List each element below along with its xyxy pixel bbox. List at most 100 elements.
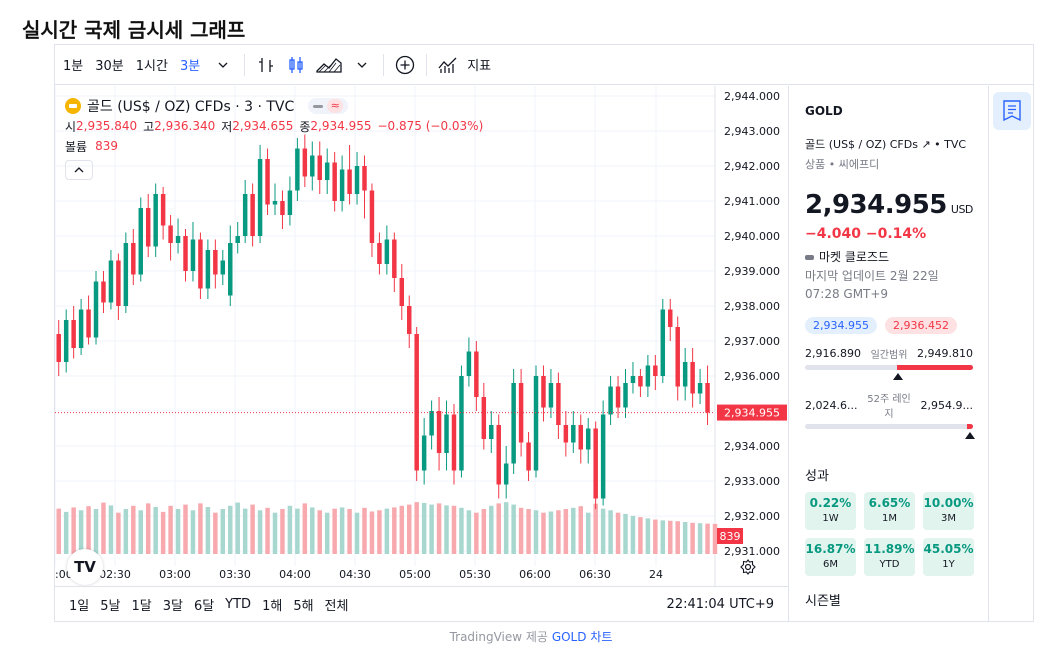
candle-body: [295, 148, 300, 191]
range-1d[interactable]: 1일: [69, 599, 90, 614]
candle-body: [78, 309, 84, 348]
volume-bar: [451, 505, 457, 554]
volume-label: 볼륨: [65, 139, 88, 154]
price-currency: USD: [950, 203, 974, 216]
watchlist-details-button[interactable]: [993, 92, 1031, 130]
external-link-icon[interactable]: ↗: [921, 138, 931, 151]
candle-body: [503, 463, 509, 485]
candle-body: [705, 383, 710, 413]
side-symbol[interactable]: GOLD: [805, 104, 843, 118]
perf-value: 6.65%: [868, 496, 911, 510]
candle-body: [228, 243, 233, 296]
perf-value: 16.87%: [805, 542, 856, 556]
perf-label: 1Y: [942, 559, 955, 570]
y-tick-label: 2,942.000: [724, 160, 780, 173]
volume-bar: [668, 520, 673, 554]
range-5y[interactable]: 5해: [293, 599, 314, 614]
legend-status-chip[interactable]: ≈: [308, 98, 349, 114]
perf-3m[interactable]: 10.00% 3M: [923, 492, 974, 530]
compare-add-icon[interactable]: [394, 54, 416, 76]
y-tick-label: 2,931.000: [724, 545, 780, 558]
settings-gear-icon[interactable]: [740, 559, 756, 579]
range-all[interactable]: 전체: [324, 599, 349, 614]
candle-body: [653, 365, 658, 376]
candle-body: [213, 250, 218, 275]
x-tick-label: 03:30: [219, 568, 251, 581]
volume-bar: [116, 512, 121, 554]
indicators-icon[interactable]: [437, 54, 459, 76]
candle-body: [302, 148, 308, 177]
candle-body: [220, 260, 226, 275]
volume-bar: [585, 512, 591, 554]
x-tick-label: 04:30: [339, 568, 371, 581]
range-1y[interactable]: 1해: [262, 599, 283, 614]
volume-bar: [56, 508, 61, 554]
range-6m[interactable]: 6달: [193, 599, 215, 614]
candle-body: [668, 309, 673, 327]
interval-30m[interactable]: 30분: [95, 59, 124, 74]
candle-body: [615, 386, 621, 408]
range-ytd[interactable]: YTD: [225, 597, 252, 612]
close-value: 2,934.955: [310, 119, 372, 133]
interval-3m[interactable]: 3분: [179, 59, 201, 74]
page-title: 실시간 국제 금시세 그래프: [22, 18, 246, 42]
candle-body: [317, 155, 322, 180]
range-3m[interactable]: 3달: [162, 599, 183, 614]
last-price-tag: [717, 404, 787, 421]
clock-time[interactable]: 22:41:04 UTC+9: [666, 597, 774, 612]
volume-bar: [198, 503, 203, 554]
perf-1w[interactable]: 0.22% 1W: [805, 492, 856, 530]
footer-suffix[interactable]: 차트: [590, 630, 613, 644]
candle-body: [183, 236, 188, 271]
legend-symbol[interactable]: 골드 (US$ / OZ) CFDs · 3 · TVC: [87, 99, 295, 115]
ask-pill: 2,936.452: [884, 317, 957, 334]
side-name-text[interactable]: 골드 (US$ / OZ) CFDs: [805, 138, 918, 151]
chart-area[interactable]: 2,944.000 2,943.000 2,942.000 2,941.000 2,94…: [55, 86, 788, 586]
volume-bar: [571, 507, 576, 554]
volume-bar: [481, 509, 487, 554]
volume-bar: [593, 503, 598, 554]
volume-bar: [242, 508, 248, 554]
perf-1m[interactable]: 6.65% 1M: [864, 492, 915, 530]
bar-chart-icon[interactable]: [255, 54, 277, 76]
perf-6m[interactable]: 16.87% 6M: [805, 538, 856, 576]
candle-chart-icon[interactable]: [285, 54, 307, 76]
candle-body: [518, 383, 524, 443]
candle-body: [250, 194, 255, 236]
legend-volume: 볼륨 839: [65, 136, 489, 156]
perf-ytd[interactable]: 11.89% YTD: [864, 538, 915, 576]
candle-body: [660, 309, 666, 376]
volume-bar: [466, 510, 472, 554]
tradingview-logo[interactable]: TV: [67, 549, 103, 585]
interval-1h[interactable]: 1시간: [135, 59, 168, 74]
volume-bar: [101, 502, 106, 554]
candle-body: [407, 306, 412, 334]
indicators-button[interactable]: 지표: [467, 59, 492, 74]
volume-bar: [541, 512, 546, 554]
volume-bar: [213, 512, 218, 554]
footer-gold-link[interactable]: GOLD: [551, 630, 587, 644]
candlestick-chart[interactable]: 2,944.000 2,943.000 2,942.000 2,941.000 2,94…: [55, 86, 788, 586]
chevron-down-icon[interactable]: [351, 54, 373, 76]
volume-bar: [533, 510, 539, 554]
volume-bar: [310, 507, 315, 554]
perf-label: 3M: [941, 513, 956, 524]
price-value: 2,934.955: [805, 190, 947, 220]
y-tick-label: 2,939.000: [724, 265, 780, 278]
volume-bar: [660, 520, 666, 554]
chevron-down-icon[interactable]: [212, 54, 234, 76]
candle-body: [160, 194, 166, 226]
toolbar: 1분 30분 1시간 3분 지표: [55, 45, 1033, 85]
day-low: 2,916.890: [805, 347, 861, 360]
area-chart-icon[interactable]: [315, 54, 343, 76]
x-tick-label: 05:00: [399, 568, 431, 581]
range-5d[interactable]: 5날: [100, 599, 121, 614]
collapse-legend-button[interactable]: [65, 160, 93, 180]
day-range-marker: [893, 373, 903, 380]
chart-legend: 골드 (US$ / OZ) CFDs · 3 · TVC ≈ 시 2,935.84…: [65, 96, 489, 180]
perf-1y[interactable]: 45.05% 1Y: [923, 538, 974, 576]
interval-1m[interactable]: 1분: [63, 59, 84, 74]
candle-body: [675, 327, 680, 387]
range-1m[interactable]: 1달: [131, 599, 152, 614]
volume-bar: [183, 504, 188, 554]
